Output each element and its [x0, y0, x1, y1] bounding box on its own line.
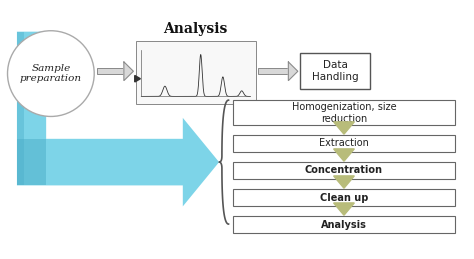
Text: Data
Handling: Data Handling [312, 60, 358, 82]
Bar [233, 100, 455, 125]
Text: Homogenization, size
reduction: Homogenization, size reduction [292, 102, 396, 124]
Polygon shape [288, 62, 298, 81]
Bar [17, 32, 24, 185]
Bar [339, 122, 349, 126]
Polygon shape [135, 75, 140, 82]
Text: Sample
preparation: Sample preparation [20, 64, 82, 83]
Polygon shape [334, 149, 355, 161]
Bar [339, 203, 349, 207]
Text: Concentration: Concentration [305, 166, 383, 176]
Bar [233, 135, 455, 152]
Polygon shape [334, 203, 355, 215]
Bar [258, 68, 288, 74]
Text: Analysis: Analysis [164, 22, 228, 36]
Bar [233, 216, 455, 233]
Text: Extraction: Extraction [319, 139, 369, 148]
Bar [233, 189, 455, 206]
Bar [233, 162, 455, 179]
Bar [136, 41, 256, 104]
Polygon shape [124, 62, 133, 81]
Bar [17, 139, 46, 185]
Circle shape [8, 31, 94, 117]
Text: Analysis: Analysis [321, 220, 367, 229]
Bar [97, 68, 124, 74]
Text: Clean up: Clean up [320, 192, 368, 203]
Polygon shape [17, 32, 219, 206]
Polygon shape [334, 176, 355, 188]
Bar [339, 176, 349, 180]
Bar [300, 53, 370, 89]
Bar [339, 149, 349, 153]
Polygon shape [334, 122, 355, 134]
